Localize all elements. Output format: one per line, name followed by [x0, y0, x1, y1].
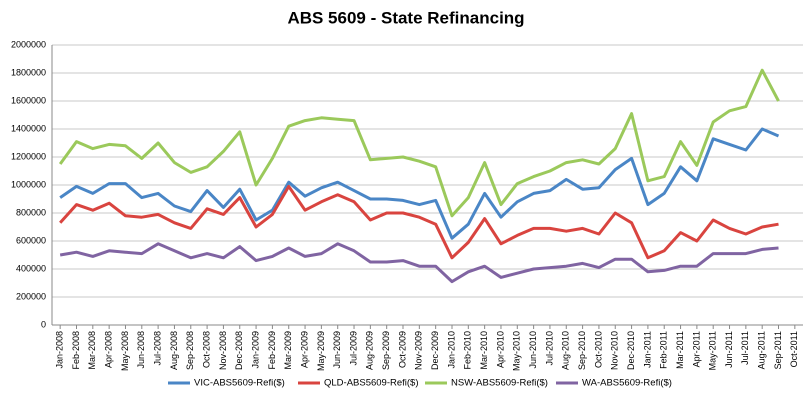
x-tick-label: May-2010	[512, 331, 522, 371]
x-tick-label: Apr-2011	[691, 331, 701, 367]
y-tick-label: 0	[41, 319, 46, 329]
y-tick-label: 1200000	[11, 151, 46, 161]
x-tick-label: Jan-2009	[250, 331, 260, 369]
line-series	[59, 127, 780, 240]
y-tick-label: 800000	[16, 207, 46, 217]
x-tick-label: Apr-2010	[495, 331, 505, 368]
x-tick-label: Dec-2010	[626, 331, 636, 370]
y-tick-label: 400000	[16, 263, 46, 273]
x-tick-label: May-2008	[120, 331, 130, 371]
legend-label: WA-ABS5609-Refi($)	[582, 378, 672, 389]
x-tick-label: Aug-2010	[561, 331, 571, 370]
x-tick-label: Mar-2010	[479, 331, 489, 370]
x-tick-label: Jun-2011	[724, 331, 734, 368]
x-tick-label: Mar-2009	[283, 331, 293, 370]
y-tick-label: 600000	[16, 235, 46, 245]
x-tick-label: Aug-2008	[169, 331, 179, 370]
x-tick-label: Mar-2011	[675, 331, 685, 369]
x-tick-label: Feb-2009	[267, 331, 277, 370]
x-tick-label: Jul-2010	[544, 331, 554, 366]
legend-label: VIC-ABS5609-Refi($)	[194, 378, 285, 389]
chart-title: ABS 5609 - State Refinancing	[287, 8, 524, 27]
x-tick-label: Jul-2008	[152, 331, 162, 366]
x-tick-label: Feb-2011	[659, 331, 669, 369]
y-tick-label: 1400000	[11, 123, 46, 133]
x-tick-label: Dec-2008	[234, 331, 244, 370]
x-tick-label: Jun-2010	[528, 331, 538, 369]
x-tick-label: Nov-2008	[218, 331, 228, 370]
x-tick-label: Jan-2010	[446, 331, 456, 369]
x-tick-label: Oct-2008	[201, 331, 211, 368]
x-tick-label: Jun-2008	[136, 331, 146, 369]
x-tick-label: Sep-2010	[577, 331, 587, 370]
x-tick-label: Sep-2009	[381, 331, 391, 370]
line-series	[59, 184, 779, 260]
y-tick-label: 1600000	[11, 95, 46, 105]
x-tick-label: Jun-2009	[332, 331, 342, 369]
x-tick-label: Feb-2008	[71, 331, 81, 370]
legend-label: QLD-ABS5609-Refi($)	[324, 378, 419, 389]
x-tick-label: Jan-2008	[55, 331, 65, 369]
x-tick-label: Oct-2010	[593, 331, 603, 368]
x-tick-label: Dec-2009	[430, 331, 440, 370]
x-tick-label: Apr-2009	[299, 331, 309, 368]
x-tick-label: Oct-2009	[397, 331, 407, 368]
x-tick-label: May-2011	[708, 331, 718, 370]
x-tick-label: Nov-2010	[610, 331, 620, 370]
x-tick-label: Oct-2011	[789, 331, 799, 367]
x-tick-label: Sep-2008	[185, 331, 195, 370]
legend-label: NSW-ABS5609-Refi($)	[451, 378, 548, 389]
y-tick-label: 1800000	[11, 67, 46, 77]
x-tick-label: Jul-2009	[348, 331, 358, 366]
x-tick-label: Jul-2011	[740, 331, 750, 365]
y-tick-label: 1000000	[11, 179, 46, 189]
x-tick-label: Aug-2011	[757, 331, 767, 369]
x-tick-label: Sep-2011	[773, 331, 783, 369]
x-tick-label: Nov-2009	[414, 331, 424, 370]
y-tick-label: 200000	[16, 291, 46, 301]
x-tick-label: Feb-2010	[463, 331, 473, 370]
x-tick-label: Apr-2008	[104, 331, 114, 368]
line-series	[58, 68, 780, 218]
x-tick-label: Aug-2009	[365, 331, 375, 370]
x-tick-label: Jan-2011	[642, 331, 652, 368]
line-series	[59, 242, 779, 284]
x-tick-label: May-2009	[316, 331, 326, 371]
y-tick-label: 2000000	[11, 39, 46, 49]
x-tick-label: Mar-2008	[87, 331, 97, 370]
